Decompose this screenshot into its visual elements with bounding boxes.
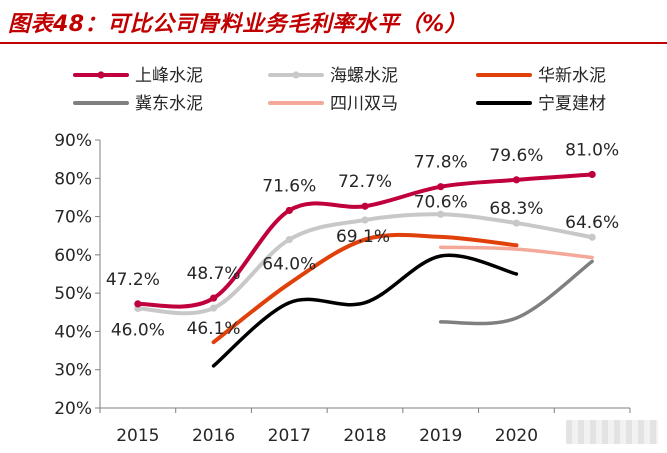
series-1-data-label: 79.6% [489, 146, 543, 166]
series-2-data-label: 70.6% [414, 192, 468, 212]
x-tick-label: 2015 [116, 426, 159, 446]
series-1-data-label: 72.7% [338, 172, 392, 192]
series-1-data-label: 71.6% [262, 176, 316, 196]
x-tick-label: 2016 [192, 426, 235, 446]
series-1-point [134, 300, 142, 308]
legend-label: 上峰水泥 [135, 66, 203, 86]
series-1-point [512, 176, 521, 184]
series-1-point [588, 170, 596, 179]
y-tick-label: 20% [54, 399, 92, 419]
series-1-point [209, 294, 218, 302]
y-tick-label: 70% [54, 208, 92, 228]
series-2-point [512, 219, 521, 227]
legend-label: 四川双马 [330, 94, 398, 114]
y-tick-label: 90% [54, 131, 92, 151]
legend-label: 海螺水泥 [330, 66, 398, 86]
series-1-data-label: 47.2% [106, 270, 160, 290]
series-1-data-label: 81.0% [565, 140, 619, 160]
series-lines [134, 170, 596, 368]
series-1-point [361, 202, 369, 210]
series-2-point [437, 210, 445, 218]
series-1-data-label: 77.8% [414, 153, 468, 173]
legend-item: 冀东水泥 [73, 94, 203, 114]
legend-label: 冀东水泥 [135, 94, 203, 114]
watermark [566, 420, 658, 444]
series-2-data-label: 68.3% [489, 199, 543, 219]
axes: 20% 30% 40% 50% 60% 70% 80% 90% 2015 2016 2017 2018… [54, 131, 631, 446]
y-tick-label: 80% [54, 169, 92, 189]
legend-item: 四川双马 [268, 94, 398, 114]
y-tick-label: 60% [54, 246, 92, 266]
x-tick-label: 2020 [495, 426, 538, 446]
series-1-point [285, 206, 293, 215]
legend-marker [97, 71, 105, 79]
series-line-6 [211, 253, 519, 368]
data-labels: 47.2% 48.7% 71.6% 72.7% 77.8% 79.6% 81.0% 46.0%… [106, 140, 619, 340]
series-line-5 [438, 245, 594, 260]
legend-item: 宁夏建材 [476, 94, 606, 114]
legend-item: 华新水泥 [476, 66, 606, 86]
series-2-point [361, 216, 369, 224]
legend-item: 上峰水泥 [73, 66, 203, 86]
series-2-data-label: 46.0% [111, 320, 165, 340]
title-divider [0, 42, 667, 44]
series-line-4 [438, 259, 594, 326]
series-2-data-label: 64.6% [565, 213, 619, 233]
series-2-point [285, 235, 293, 244]
series-2-data-label: 46.1% [187, 319, 241, 339]
y-tick-label: 40% [54, 322, 92, 342]
legend-item: 海螺水泥 [268, 66, 398, 86]
figure-title: 图表48：可比公司骨料业务毛利率水平（%） [8, 12, 468, 37]
series-line-3 [211, 232, 519, 345]
series-2-data-label: 64.0% [262, 255, 316, 275]
legend-label: 宁夏建材 [538, 94, 606, 114]
legend-label: 华新水泥 [538, 66, 606, 86]
series-1-point [437, 183, 445, 191]
x-tick-label: 2019 [419, 426, 462, 446]
series-2-point [209, 304, 218, 312]
y-tick-label: 30% [54, 361, 92, 381]
series-2-point [588, 233, 596, 241]
x-tick-label: 2018 [343, 426, 386, 446]
x-tick-label: 2017 [268, 426, 311, 446]
y-tick-label: 50% [54, 284, 92, 304]
series-2-data-label: 69.1% [336, 227, 390, 247]
series-1-data-label: 48.7% [187, 264, 241, 284]
legend-marker [292, 71, 300, 79]
